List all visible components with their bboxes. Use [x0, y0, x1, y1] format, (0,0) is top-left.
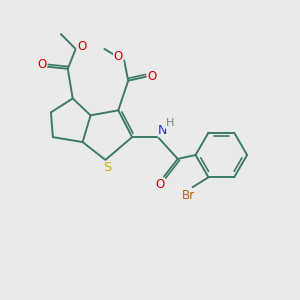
Text: O: O	[77, 40, 86, 53]
Text: N: N	[158, 124, 168, 137]
Text: S: S	[103, 161, 112, 174]
Text: H: H	[166, 118, 174, 128]
Text: O: O	[38, 58, 46, 71]
Text: O: O	[155, 178, 164, 191]
Text: O: O	[147, 70, 157, 83]
Text: Br: Br	[182, 189, 195, 202]
Text: O: O	[114, 50, 123, 63]
